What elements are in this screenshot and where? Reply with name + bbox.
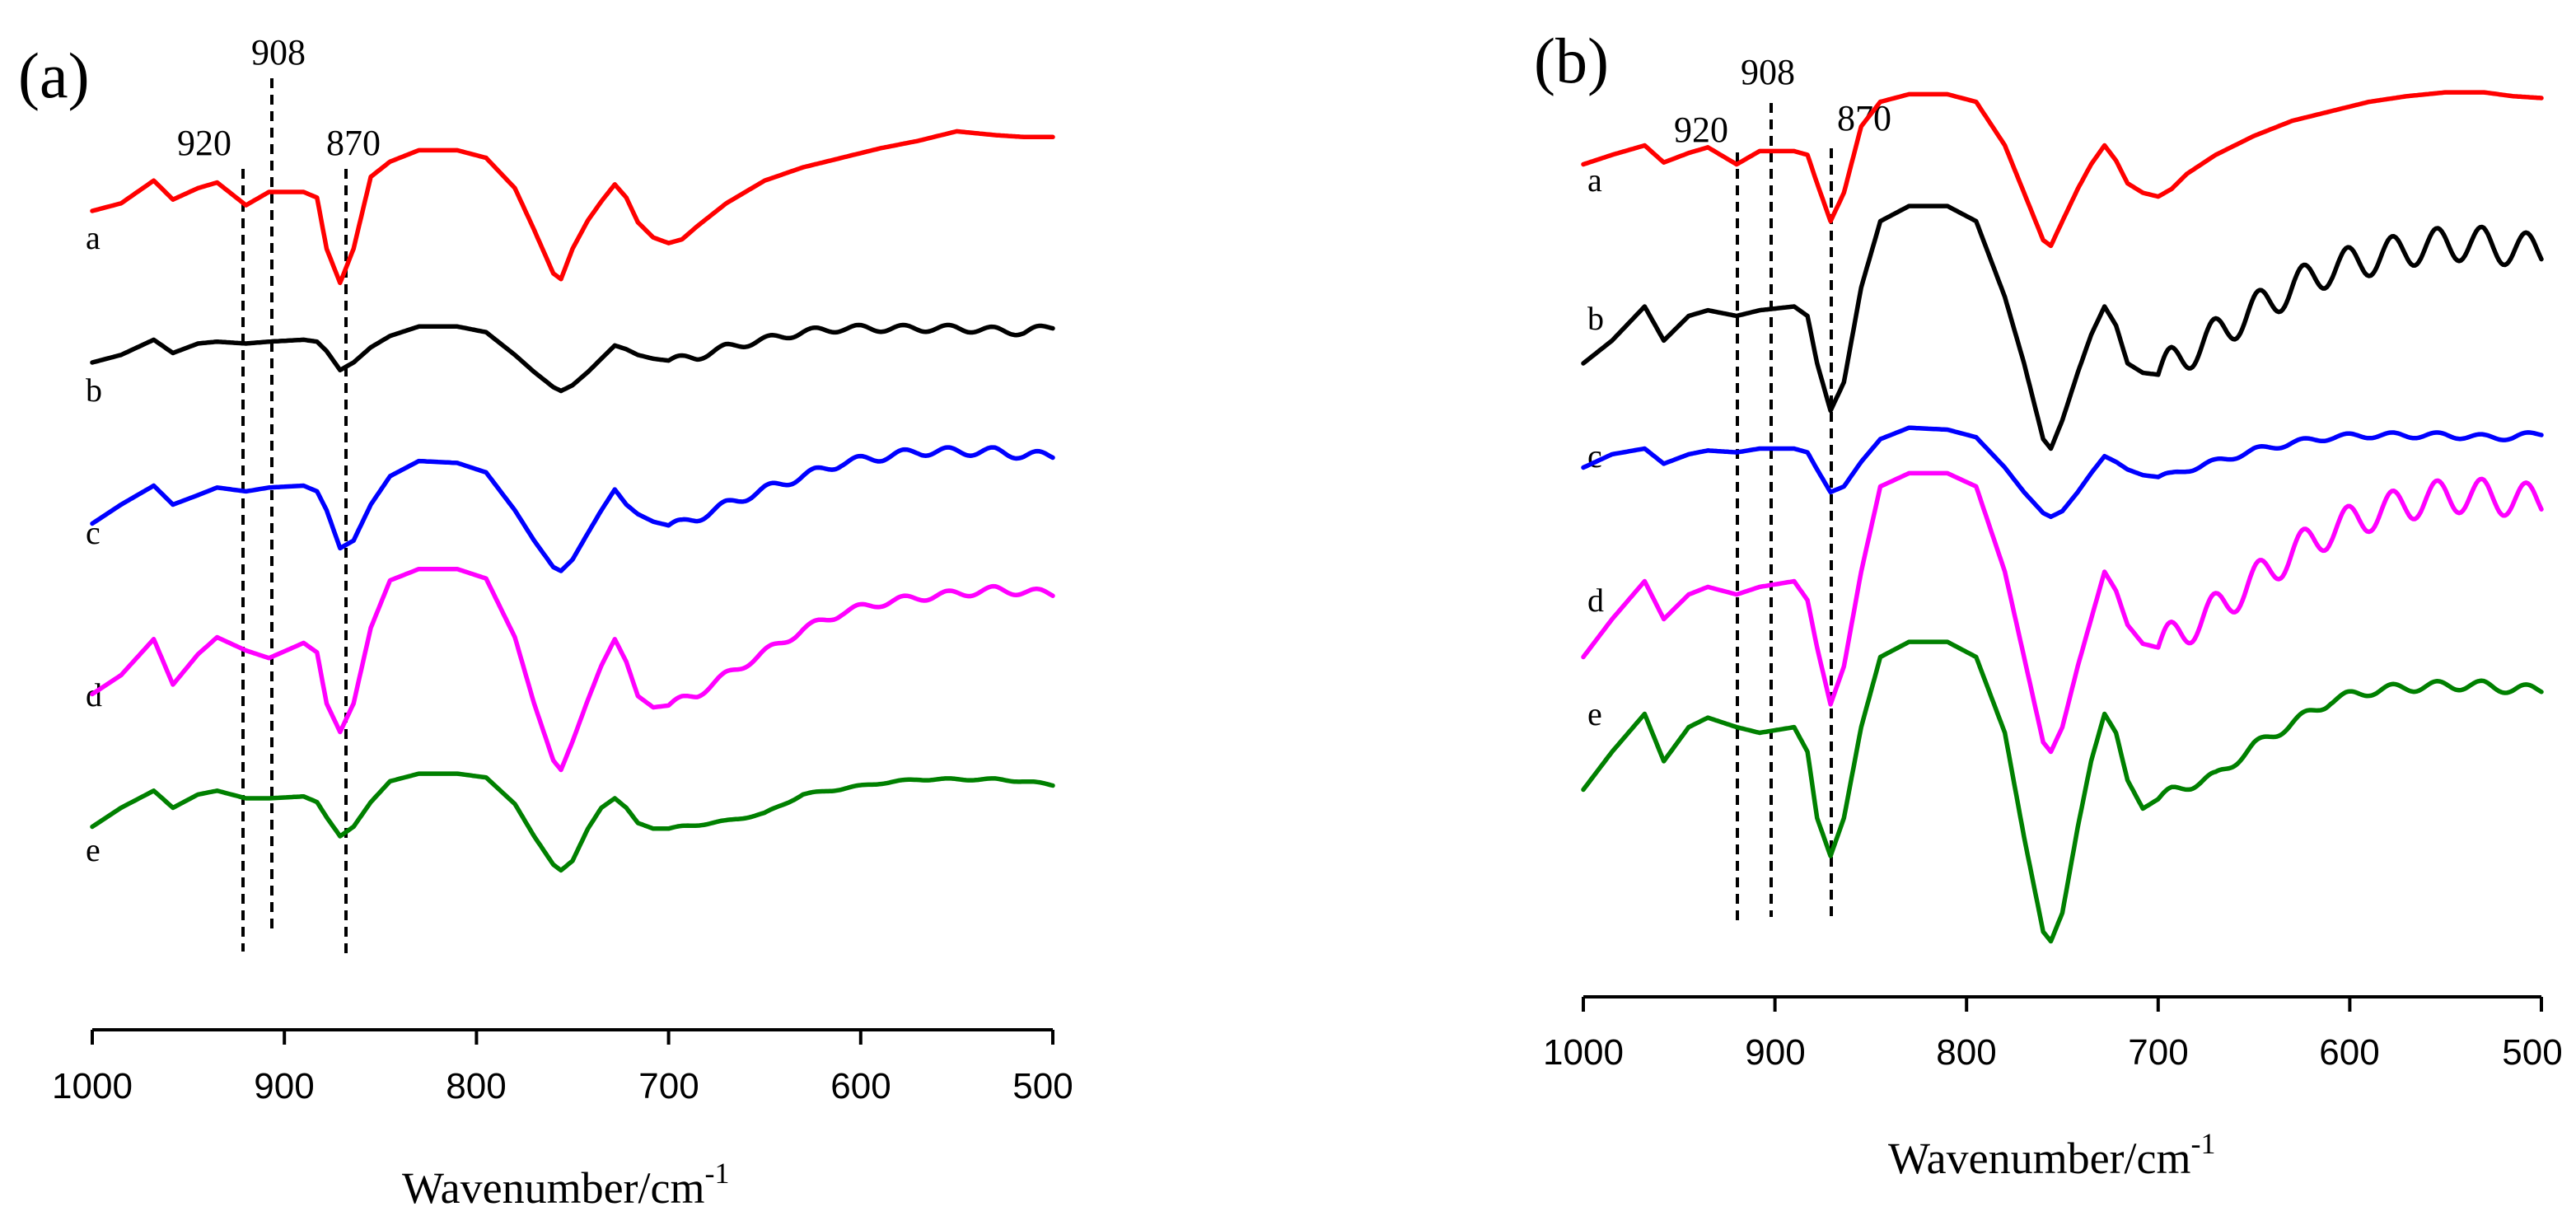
panel-b-tick-label-900: 900 <box>1745 1032 1805 1073</box>
panel-a-curve-label-e: e <box>86 831 101 868</box>
panel-b-series-d <box>1581 470 2544 755</box>
panel-a-series-c <box>90 445 1055 573</box>
panel-a-peak-label-920: 920 <box>177 123 231 163</box>
panel-b-tick-label-500: 500 <box>2502 1032 2562 1073</box>
panel-a-series-b <box>90 322 1055 394</box>
panel-a-series-e <box>90 771 1055 873</box>
panel-b-tick-label-800: 800 <box>1936 1032 1996 1073</box>
panel-a-tick-label-700: 700 <box>638 1066 699 1106</box>
panel-b-curve-label-a: a <box>1587 161 1602 199</box>
panel-b-peak-label-908: 908 <box>1741 52 1795 92</box>
panel-b-tick-label-600: 600 <box>2319 1032 2379 1073</box>
panel-a-curve-label-b: b <box>86 372 102 409</box>
panel-b-tick-label-700: 700 <box>2128 1032 2188 1073</box>
panel-b-curve-label-b: b <box>1587 300 1604 337</box>
panel-b: (b) a b c d e 920 908 870 1000 900 800 7… <box>1534 25 2563 1183</box>
panel-a-curve-label-a: a <box>86 219 101 256</box>
panel-a: (a) a b c d e 920 908 870 1000 900 800 7… <box>18 32 1073 1213</box>
panel-a-tick-label-1000: 1000 <box>52 1066 133 1106</box>
panel-a-label: (a) <box>18 40 90 111</box>
panel-b-x-axis-title: Wavenumber/cm-1 <box>1888 1127 2216 1183</box>
panel-a-curves <box>90 129 1055 873</box>
panel-b-peak-label-920: 920 <box>1674 110 1728 150</box>
panel-a-series-d <box>90 566 1055 773</box>
panel-b-tick-label-1000: 1000 <box>1543 1032 1624 1073</box>
panel-b-series-a <box>1581 90 2544 249</box>
panel-b-series-c <box>1581 425 2544 520</box>
panel-b-series-e <box>1581 639 2544 944</box>
panel-b-peak-label-870: 870 <box>1837 98 1891 138</box>
panel-b-curve-label-e: e <box>1587 695 1602 732</box>
panel-a-tick-label-500: 500 <box>1012 1066 1073 1106</box>
panel-a-tick-label-600: 600 <box>830 1066 891 1106</box>
panel-b-curve-label-c: c <box>1587 437 1602 475</box>
panel-b-curves <box>1581 90 2544 944</box>
panel-b-label: (b) <box>1534 25 1609 96</box>
panel-b-ticks <box>1582 997 2543 1012</box>
panel-b-curve-label-d: d <box>1587 582 1604 619</box>
panel-a-tick-label-800: 800 <box>446 1066 506 1106</box>
panel-a-ticks <box>91 1030 1054 1045</box>
panel-a-peak-label-870: 870 <box>326 123 381 163</box>
panel-a-tick-label-900: 900 <box>254 1066 314 1106</box>
panel-a-peak-label-908: 908 <box>251 32 306 72</box>
panel-a-series-a <box>90 129 1055 286</box>
panel-b-series-b <box>1581 203 2544 451</box>
panel-a-x-axis-title: Wavenumber/cm-1 <box>402 1157 730 1213</box>
